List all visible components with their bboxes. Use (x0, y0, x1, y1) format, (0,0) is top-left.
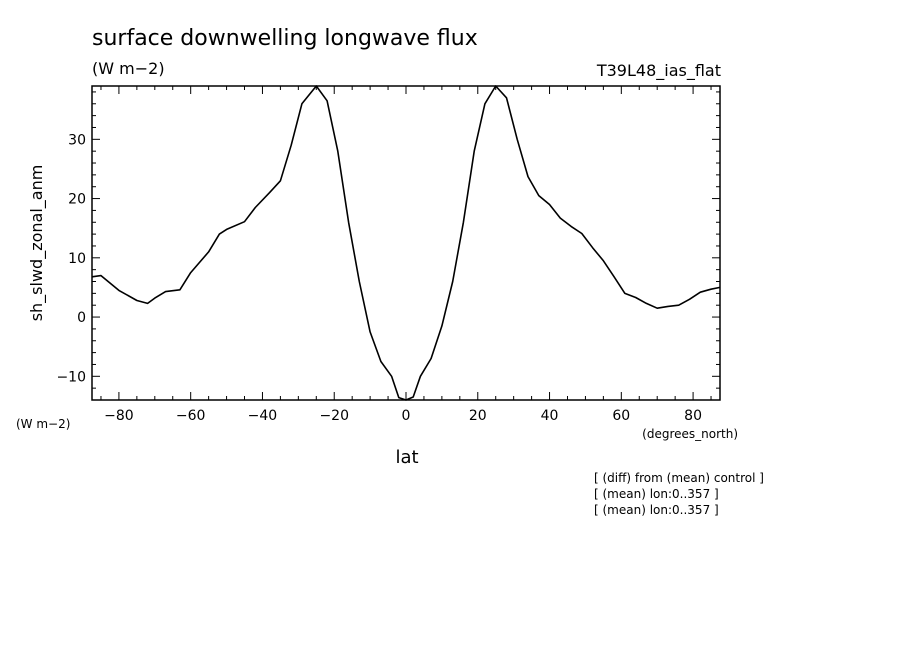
x-axis-label: lat (395, 447, 418, 468)
x-tick-label: 80 (684, 408, 702, 424)
x-tick-label: 60 (612, 408, 630, 424)
y-tick-label: 0 (77, 310, 86, 326)
y-axis-ticks (92, 91, 720, 389)
chart-title: surface downwelling longwave flux (92, 26, 478, 51)
y-tick-labels: −10 0 10 20 30 (56, 132, 86, 385)
x-axis-ticks (100, 86, 712, 400)
y-tick-label: 30 (68, 132, 86, 148)
x-tick-label: −20 (319, 408, 349, 424)
x-axis-units: (degrees_north) (642, 427, 738, 441)
y-axis-label: sh_slwd_zonal_anm (27, 165, 47, 322)
y-tick-label: 20 (68, 192, 86, 208)
x-tick-label: −60 (176, 408, 206, 424)
chart-subtitle: (W m−2) (92, 59, 165, 78)
y-axis-units: (W m−2) (16, 417, 70, 431)
x-tick-label: 0 (402, 408, 411, 424)
run-label: T39L48_ias_flat (596, 61, 721, 81)
x-tick-label: −40 (248, 408, 278, 424)
y-tick-label: 10 (68, 251, 86, 267)
plot-frame (91, 85, 721, 401)
footnote-2: [ (mean) lon:0..357 ] (594, 487, 719, 501)
footnote-1: [ (diff) from (mean) control ] (594, 471, 764, 485)
x-tick-label: 20 (469, 408, 487, 424)
x-tick-labels: −80 −60 −40 −20 0 20 40 60 80 (104, 408, 702, 424)
series-line (91, 85, 721, 401)
x-tick-label: 40 (541, 408, 559, 424)
footnote-3: [ (mean) lon:0..357 ] (594, 503, 719, 517)
x-tick-label: −80 (104, 408, 134, 424)
y-tick-label: −10 (56, 369, 86, 385)
